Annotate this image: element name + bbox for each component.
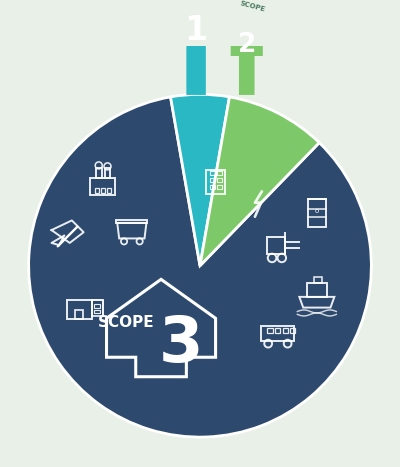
Text: SCOPE: SCOPE bbox=[98, 315, 154, 330]
Polygon shape bbox=[177, 0, 216, 95]
Bar bbox=[275, 328, 280, 333]
Wedge shape bbox=[29, 97, 371, 437]
Text: 3: 3 bbox=[158, 312, 203, 375]
Text: SCOPE: SCOPE bbox=[239, 0, 266, 13]
Bar bbox=[95, 188, 99, 193]
Bar bbox=[210, 170, 215, 175]
Text: 1: 1 bbox=[184, 14, 208, 47]
Bar bbox=[108, 188, 111, 193]
Bar bbox=[267, 238, 285, 254]
Bar bbox=[75, 310, 83, 319]
Bar bbox=[261, 326, 294, 341]
Bar bbox=[92, 300, 103, 316]
Text: o: o bbox=[315, 208, 319, 214]
Bar bbox=[217, 170, 222, 175]
Bar bbox=[116, 220, 148, 223]
Bar bbox=[101, 188, 104, 193]
Bar bbox=[94, 304, 100, 308]
Bar bbox=[314, 277, 322, 283]
Bar bbox=[206, 170, 225, 194]
Text: 2: 2 bbox=[238, 32, 256, 58]
Bar bbox=[104, 168, 110, 178]
Bar bbox=[307, 283, 326, 297]
Bar bbox=[217, 184, 222, 189]
Bar bbox=[308, 199, 326, 227]
Polygon shape bbox=[231, 15, 263, 95]
Bar bbox=[267, 328, 273, 333]
Bar bbox=[283, 328, 288, 333]
Bar bbox=[210, 177, 215, 182]
Wedge shape bbox=[170, 94, 230, 266]
Bar bbox=[66, 300, 92, 319]
Bar bbox=[290, 328, 295, 333]
Bar bbox=[210, 184, 215, 189]
Bar bbox=[217, 177, 222, 182]
Bar bbox=[96, 168, 102, 178]
Bar bbox=[90, 178, 115, 195]
Wedge shape bbox=[200, 97, 319, 266]
Bar bbox=[94, 310, 100, 313]
